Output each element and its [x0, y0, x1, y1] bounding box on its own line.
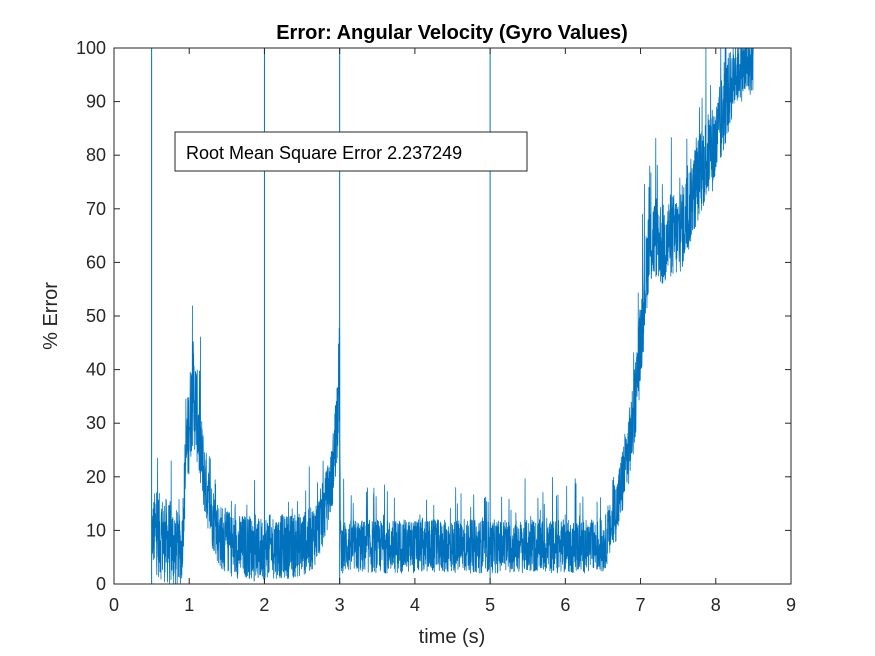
x-tick-label: 0: [109, 595, 119, 615]
x-tick-label: 6: [560, 595, 570, 615]
y-tick-label: 80: [86, 145, 106, 165]
x-tick-label: 8: [711, 595, 721, 615]
y-tick-label: 50: [86, 306, 106, 326]
x-tick-label: 2: [259, 595, 269, 615]
x-tick-label: 3: [335, 595, 345, 615]
x-tick-label: 1: [184, 595, 194, 615]
y-tick-label: 10: [86, 520, 106, 540]
y-tick-label: 90: [86, 92, 106, 112]
annotation-text: Root Mean Square Error 2.237249: [186, 143, 462, 163]
y-axis-label: % Error: [40, 282, 62, 350]
x-tick-label: 4: [410, 595, 420, 615]
chart-title: Error: Angular Velocity (Gyro Values): [276, 22, 628, 44]
y-tick-label: 0: [96, 574, 106, 594]
y-tick-label: 70: [86, 199, 106, 219]
annotation-frame: [174, 131, 528, 172]
x-tick-label: 5: [485, 595, 495, 615]
x-tick-label: 7: [636, 595, 646, 615]
series-line: [151, 47, 754, 585]
annotation-box: Root Mean Square Error 2.237249: [174, 131, 528, 172]
y-tick-label: 20: [86, 467, 106, 487]
y-tick-label: 100: [76, 38, 106, 58]
y-tick-label: 30: [86, 413, 106, 433]
x-tick-label: 9: [786, 595, 796, 615]
x-axis-label: time (s): [419, 626, 486, 648]
y-tick-label: 40: [86, 360, 106, 380]
y-tick-label: 60: [86, 252, 106, 272]
